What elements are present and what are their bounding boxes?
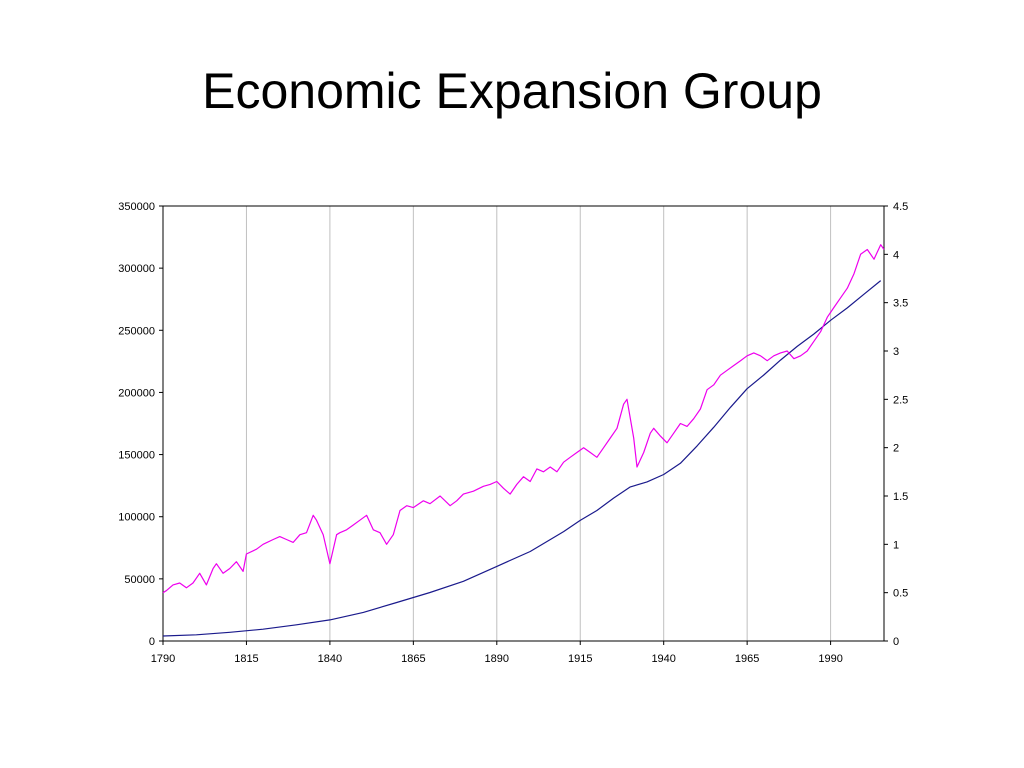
y-right-tick-label: 4.5 [893,201,908,213]
y-left-tick-label: 300000 [118,263,155,275]
y-right-tick-label: 2.5 [893,394,908,406]
y-left-tick-label: 50000 [124,574,155,586]
y-right-tick-label: 0 [893,636,899,648]
y-right-tick-label: 3 [893,346,899,358]
x-tick-label: 1915 [568,653,592,665]
series [162,244,885,637]
x-tick-label: 1990 [818,653,842,665]
series-line-left-axis [162,280,882,637]
y-left-tick-label: 350000 [118,201,155,213]
y-left-tick-label: 100000 [118,512,155,524]
x-tick-label: 1890 [485,653,509,665]
y-right-tick-label: 0.5 [893,588,908,600]
y-left-tick-label: 200000 [118,387,155,399]
y-left-tick-label: 250000 [118,325,155,337]
x-tick-label: 1790 [151,653,175,665]
y-right-tick-label: 4 [893,249,899,261]
axes: 1790 1815 1840 1865 1890 1915 1940 1965 1990 0 500… [118,201,908,665]
y-right-tick-label: 3.5 [893,298,908,310]
x-tick-label: 1840 [318,653,342,665]
y-left-tick-label: 150000 [118,450,155,462]
x-tick-label: 1815 [234,653,258,665]
y-right-tick-label: 2 [893,443,899,455]
slide-title: Economic Expansion Group [202,63,822,119]
x-tick-label: 1965 [735,653,759,665]
series-line-right-axis [162,244,885,594]
gridlines [245,206,832,641]
plot-area-frame [162,205,885,642]
y-right-tick-label: 1 [893,539,899,551]
x-tick-label: 1940 [651,653,675,665]
x-tick-label: 1865 [401,653,425,665]
y-right-tick-label: 1.5 [893,491,908,503]
y-left-tick-label: 0 [149,636,155,648]
